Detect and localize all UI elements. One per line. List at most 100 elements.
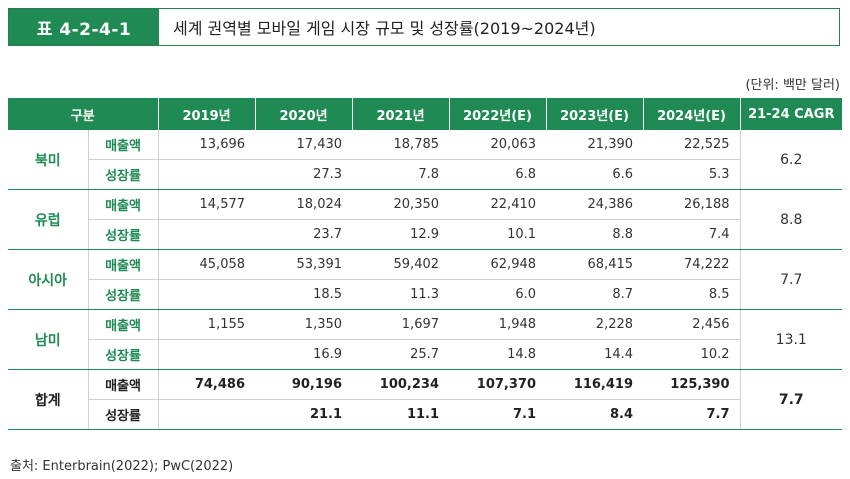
table-row: 합계 매출액 74,486 90,196 100,234 107,370 116,419 12… [8,369,843,430]
growth-cell: 8.4 [546,399,644,430]
growth-cell: 10.1 [449,219,547,250]
sales-cell: 59,402 [352,249,450,280]
region-cell: 합계 [8,369,89,430]
region-cell: 북미 [8,130,89,190]
growth-cell: 27.3 [255,159,353,190]
sales-cell: 100,234 [352,369,450,400]
region-cell: 아시아 [8,249,89,310]
growth-cell: 21.1 [255,399,353,430]
growth-cell: 6.6 [546,159,644,190]
growth-cell: 7.8 [352,159,450,190]
sales-cell: 26,188 [643,189,741,220]
metric-label: 성장률 [88,339,159,370]
growth-cell: 14.8 [449,339,547,370]
table-title: 세계 권역별 모바일 게임 시장 규모 및 성장률(2019~2024년) [173,19,596,38]
sales-cell: 116,419 [546,369,644,400]
growth-cell: 7.4 [643,219,741,250]
sales-cell: 20,350 [352,189,450,220]
table-row: 성장률 21.1 11.1 7.1 8.4 7.7 [8,399,842,430]
cagr-cell: 7.7 [739,249,843,310]
table-title-bar: 표 4-2-4-1 세계 권역별 모바일 게임 시장 규모 및 성장률(2019… [8,8,840,46]
sales-cell: 62,948 [449,249,547,280]
growth-cell [158,159,256,190]
metric-label: 성장률 [88,219,159,250]
cagr-cell: 13.1 [739,309,843,370]
growth-cell [158,399,256,430]
cagr-cell: 6.2 [739,130,843,190]
growth-cell: 23.7 [255,219,353,250]
sales-cell: 74,486 [158,369,256,400]
table-row: 북미 매출액 13,696 17,430 18,785 20,063 21,390 22,52… [8,130,843,190]
sales-cell: 20,063 [449,130,547,160]
header-2024: 2024년(E) [642,98,741,130]
growth-cell: 8.7 [546,279,644,310]
sales-cell: 74,222 [643,249,741,280]
table-row: 성장률 27.3 7.8 6.8 6.6 5.3 [8,159,842,190]
source-note: 출처: Enterbrain(2022); PwC(2022) [10,459,234,474]
header-2019: 2019년 [157,98,256,130]
sales-cell: 24,386 [546,189,644,220]
growth-cell: 10.2 [643,339,741,370]
sales-cell: 2,228 [546,309,644,340]
table-row: 유럽 매출액 14,577 18,024 20,350 22,410 24,386 26,18… [8,189,843,250]
header-row: 구분 2019년 2020년 2021년 2022년(E) 2023년(E) 2… [8,98,843,130]
table-row: 성장률 16.9 25.7 14.8 14.4 10.2 [8,339,842,370]
sales-cell: 1,948 [449,309,547,340]
sales-cell: 18,024 [255,189,353,220]
growth-cell: 12.9 [352,219,450,250]
header-cagr: 21-24 CAGR [739,98,843,130]
metric-label: 매출액 [88,369,159,400]
sales-cell: 13,696 [158,130,256,160]
growth-cell: 7.1 [449,399,547,430]
table-row: 아시아 매출액 45,058 53,391 59,402 62,948 68,415 74,2… [8,249,843,310]
sales-cell: 68,415 [546,249,644,280]
sales-cell: 1,350 [255,309,353,340]
metric-label: 성장률 [88,399,159,430]
sales-cell: 2,456 [643,309,741,340]
table-row: 성장률 18.5 11.3 6.0 8.7 8.5 [8,279,842,310]
growth-cell: 7.7 [643,399,741,430]
table-row: 성장률 23.7 12.9 10.1 8.8 7.4 [8,219,842,250]
sales-cell: 90,196 [255,369,353,400]
sales-cell: 107,370 [449,369,547,400]
metric-label: 매출액 [88,309,159,340]
growth-cell: 18.5 [255,279,353,310]
growth-cell: 11.3 [352,279,450,310]
growth-cell [158,339,256,370]
sales-cell: 21,390 [546,130,644,160]
region-cell: 유럽 [8,189,89,250]
growth-cell: 14.4 [546,339,644,370]
header-category: 구분 [8,98,159,130]
growth-cell: 5.3 [643,159,741,190]
sales-cell: 125,390 [643,369,741,400]
metric-label: 성장률 [88,279,159,310]
header-2022: 2022년(E) [448,98,547,130]
growth-cell: 8.8 [546,219,644,250]
header-2021: 2021년 [351,98,450,130]
header-2020: 2020년 [254,98,353,130]
growth-cell: 6.8 [449,159,547,190]
growth-cell: 16.9 [255,339,353,370]
metric-label: 매출액 [88,249,159,280]
sales-cell: 1,155 [158,309,256,340]
table-row: 남미 매출액 1,155 1,350 1,697 1,948 2,228 2,456 13.1 [8,309,843,370]
growth-cell: 8.5 [643,279,741,310]
sales-cell: 14,577 [158,189,256,220]
cagr-cell: 8.8 [739,189,843,250]
growth-cell [158,219,256,250]
growth-cell: 6.0 [449,279,547,310]
growth-cell: 25.7 [352,339,450,370]
region-cell: 남미 [8,309,89,370]
table-number-label: 표 4-2-4-1 [9,9,159,45]
sales-cell: 45,058 [158,249,256,280]
sales-cell: 18,785 [352,130,450,160]
metric-label: 매출액 [88,130,159,160]
cagr-cell: 7.7 [739,369,843,430]
sales-cell: 1,697 [352,309,450,340]
growth-cell: 11.1 [352,399,450,430]
sales-cell: 22,410 [449,189,547,220]
metric-label: 매출액 [88,189,159,220]
sales-cell: 53,391 [255,249,353,280]
unit-note: (단위: 백만 달러) [745,78,840,93]
metric-label: 성장률 [88,159,159,190]
